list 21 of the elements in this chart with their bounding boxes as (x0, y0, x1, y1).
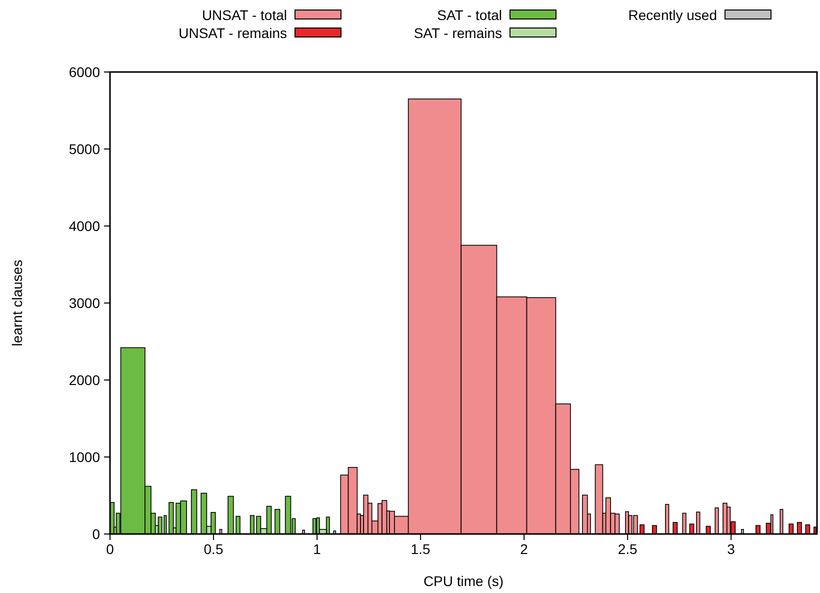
x-tick-label: 3 (727, 541, 736, 557)
y-tick-label: 4000 (68, 218, 100, 234)
x-tick-label: 1 (313, 541, 322, 557)
y-tick-label: 3000 (68, 295, 100, 311)
y-tick-label: 5000 (68, 141, 100, 157)
y-axis-title: learnt clauses (9, 260, 25, 346)
legend-label: SAT - remains (414, 25, 502, 41)
legend-label: SAT - total (437, 7, 502, 23)
x-tick-label: 1.5 (410, 541, 430, 557)
y-tick-label: 0 (92, 526, 100, 542)
x-tick-label: 0.5 (204, 541, 224, 557)
x-tick-label: 2 (520, 541, 528, 557)
legend-label: UNSAT - remains (178, 25, 287, 41)
y-tick-label: 6000 (68, 64, 100, 80)
y-tick-label: 1000 (68, 449, 100, 465)
legend-label: Recently used (628, 7, 717, 23)
x-axis-title: CPU time (s) (423, 573, 504, 589)
x-tick-label: 0 (106, 541, 114, 557)
y-tick-label: 2000 (68, 372, 100, 388)
legend-label: UNSAT - total (202, 7, 287, 23)
x-tick-label: 2.5 (618, 541, 638, 557)
